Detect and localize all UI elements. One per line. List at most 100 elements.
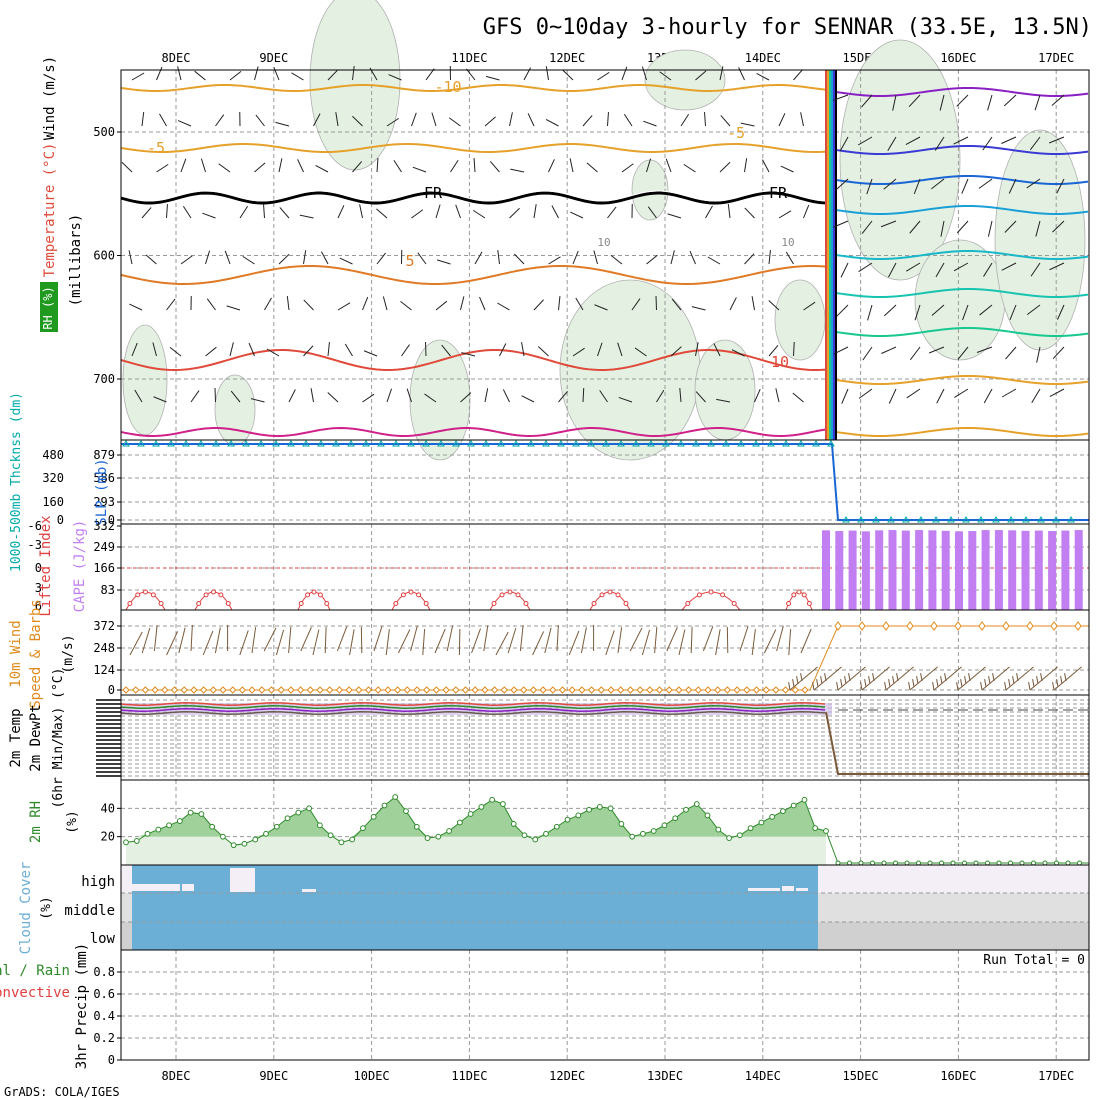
wind-barb bbox=[180, 158, 187, 173]
wind-barb bbox=[465, 68, 476, 81]
lifted-index-point bbox=[298, 601, 304, 607]
wind-barb bbox=[935, 262, 945, 278]
date-label-bottom: 13DEC bbox=[647, 1069, 683, 1083]
thickness-marker bbox=[932, 516, 940, 523]
rh2m-point bbox=[392, 794, 399, 800]
wind10-speed-marker bbox=[131, 686, 140, 694]
rh2m-point bbox=[672, 815, 679, 822]
rh-shade bbox=[214, 374, 256, 446]
thickness-marker bbox=[812, 440, 820, 447]
rh2m-point bbox=[893, 860, 898, 866]
wind-barb bbox=[533, 299, 544, 311]
wind-barb bbox=[545, 66, 549, 81]
rh2m-point bbox=[284, 815, 291, 822]
wind10-speed-marker bbox=[781, 686, 790, 694]
wind-barb bbox=[352, 161, 363, 173]
wind-barb bbox=[888, 388, 897, 404]
wind-barb bbox=[778, 113, 786, 127]
wind10-tick: 372 bbox=[93, 619, 115, 633]
wind10-speed-marker bbox=[1002, 621, 1010, 631]
wind-barb bbox=[474, 251, 483, 265]
wind10-speed-marker bbox=[834, 621, 842, 631]
wind10-speed-marker bbox=[549, 686, 557, 694]
wind10-tick: 248 bbox=[93, 641, 115, 655]
rh2m-point bbox=[780, 808, 786, 815]
thickness-marker bbox=[1037, 516, 1045, 523]
wind-barb bbox=[320, 251, 329, 265]
wind-barb bbox=[562, 69, 574, 81]
wind10-barb bbox=[300, 627, 312, 652]
cape-bar bbox=[981, 530, 990, 610]
wind10-speed-marker bbox=[636, 686, 644, 694]
wind-barb bbox=[775, 388, 780, 403]
wind-barb bbox=[363, 350, 378, 357]
wind10-speed-marker bbox=[122, 686, 130, 694]
wind-barb bbox=[646, 254, 658, 265]
rh2m-point bbox=[769, 813, 776, 820]
wind10-speed-marker bbox=[422, 686, 431, 694]
temp-contour-right bbox=[835, 326, 1089, 338]
wind10-speed-marker bbox=[306, 686, 315, 694]
lifted-index-point bbox=[685, 601, 691, 607]
wind-barb bbox=[835, 178, 849, 191]
wind-barb bbox=[335, 112, 339, 127]
wind-barb bbox=[778, 210, 792, 219]
rh2m-point bbox=[564, 816, 571, 823]
wind-barb bbox=[1051, 94, 1065, 106]
wind-barb bbox=[386, 388, 393, 403]
cloud-level-label: low bbox=[90, 931, 116, 947]
wind-barb bbox=[242, 255, 255, 265]
wind-barb bbox=[607, 111, 609, 127]
rh2m-point bbox=[858, 860, 864, 866]
thickness-marker bbox=[857, 516, 865, 523]
wind10-barb-feather bbox=[1016, 673, 1019, 682]
wind-barb bbox=[218, 163, 231, 173]
cloud-level-label: high bbox=[81, 874, 115, 890]
wind-barb bbox=[987, 94, 993, 111]
wind10-barb-feather bbox=[792, 679, 795, 688]
wind-barb bbox=[411, 112, 417, 127]
wind-barb bbox=[169, 346, 182, 357]
wind-barb bbox=[1031, 388, 1041, 403]
thickness-marker bbox=[737, 440, 745, 447]
temp-contour-right bbox=[835, 86, 1089, 98]
thickness-marker bbox=[212, 440, 220, 447]
cape-bar bbox=[888, 530, 897, 610]
temp-contour-5 bbox=[120, 264, 830, 285]
wind-barb bbox=[683, 163, 696, 173]
rh2m-tick: 40 bbox=[101, 801, 115, 815]
rh2m-point bbox=[870, 860, 875, 866]
contour-label: -5 bbox=[147, 139, 165, 157]
thickness-marker bbox=[902, 516, 910, 523]
slp-tick: 586 bbox=[93, 471, 115, 485]
wind10-barb bbox=[580, 627, 587, 654]
wind-barb bbox=[716, 398, 731, 403]
wind10-barb bbox=[788, 629, 792, 656]
cape-tick: 332 bbox=[93, 519, 115, 533]
wind10-barb-feather bbox=[940, 676, 943, 685]
wind10-speed-marker bbox=[607, 686, 615, 694]
rh2m-point bbox=[1054, 860, 1059, 866]
rh2m-point bbox=[446, 828, 452, 834]
date-label-bottom: 12DEC bbox=[549, 1069, 585, 1083]
rh2m-point bbox=[847, 860, 852, 866]
wind-barb bbox=[177, 66, 182, 81]
wind-barb bbox=[569, 158, 574, 173]
wind-barb bbox=[832, 94, 849, 101]
wind10-barb bbox=[166, 631, 179, 656]
wind-barb bbox=[940, 220, 945, 237]
wind-barb bbox=[727, 204, 731, 219]
wind10-speed-marker bbox=[190, 686, 198, 694]
cape-bar bbox=[1048, 531, 1057, 610]
contour-label: 5 bbox=[405, 252, 414, 270]
precip-tick: 0.2 bbox=[93, 1031, 115, 1045]
lifted-index-point bbox=[135, 592, 141, 598]
wind10-barb-feather bbox=[860, 682, 863, 691]
date-label-bottom: 14DEC bbox=[745, 1069, 781, 1083]
page-title: GFS 0~10day 3-hourly for SENNAR (33.5E, … bbox=[483, 15, 1092, 40]
rh2m-point bbox=[629, 833, 636, 840]
wind-barb bbox=[533, 204, 537, 219]
wind10-barb bbox=[629, 627, 643, 652]
wind-barb bbox=[1049, 388, 1065, 397]
wind10-speed-marker bbox=[954, 621, 962, 631]
